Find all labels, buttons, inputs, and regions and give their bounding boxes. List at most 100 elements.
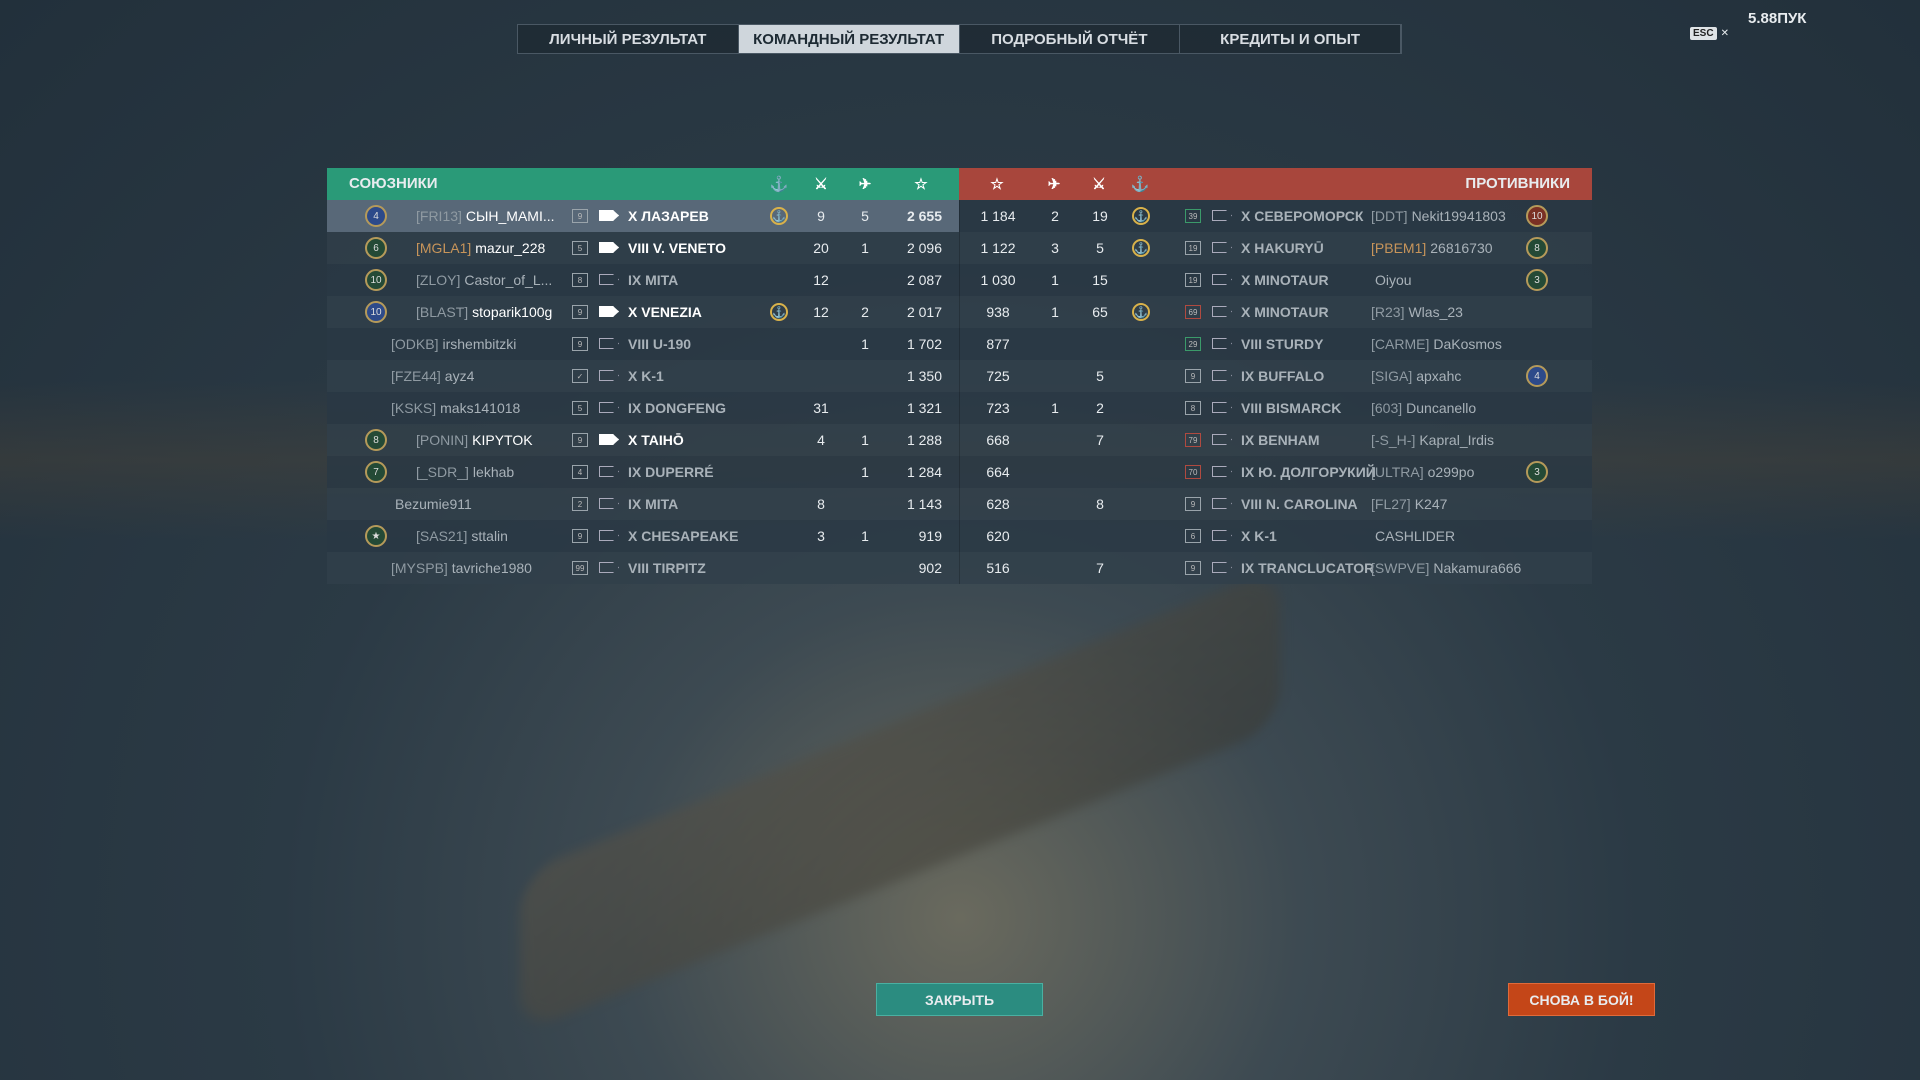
tier-box: 69 xyxy=(1185,305,1201,319)
ship-class-icon xyxy=(599,370,619,381)
tab-personal[interactable]: ЛИЧНЫЙ РЕЗУЛЬТАТ xyxy=(518,25,739,53)
kills-value: 4 xyxy=(817,432,825,448)
enemy-player-cell[interactable]: 1 184 2 19 ⚓ 39 X СЕВЕРОМОРСК [DDT] Nekit199418… xyxy=(959,200,1592,232)
player-name: [FRI13] СЫН_MAMI... xyxy=(416,208,555,224)
score-value: 668 xyxy=(986,432,1010,448)
tier-box: 9 xyxy=(572,305,588,319)
enemy-player-cell[interactable]: 1 122 3 5 ⚓ 19 X HAKURYŪ [PBEM1] 26816730 8 xyxy=(959,232,1592,264)
planes-value: 1 xyxy=(1051,304,1059,320)
player-name: [SAS21] sttalin xyxy=(416,528,508,544)
tab-credits-xp[interactable]: КРЕДИТЫ И ОПЫТ xyxy=(1180,25,1401,53)
player-name: [FZE44] ayz4 xyxy=(391,368,474,384)
ally-player-cell[interactable]: [ODKB] irshembitzki 9 VIII U-190 1 1 702 xyxy=(327,328,959,360)
player-name: [CARME] DaKosmos xyxy=(1371,336,1502,352)
rank-badge-icon: 10 xyxy=(365,301,387,323)
tier-box: 9 xyxy=(572,209,588,223)
table-row: 10 [BLAST] stoparik100g 9 X VENEZIA ⚓ 12 2 2 017… xyxy=(327,296,1592,328)
player-nickname: sttalin xyxy=(471,528,508,544)
ship-name: X СЕВЕРОМОРСК xyxy=(1241,208,1364,224)
kills-value: 8 xyxy=(1096,496,1104,512)
score-value: 2 087 xyxy=(906,272,942,288)
tier-box: 5 xyxy=(572,401,588,415)
tab-team[interactable]: КОМАНДНЫЙ РЕЗУЛЬТАТ xyxy=(738,25,960,53)
enemy-player-cell[interactable]: 938 1 65 ⚓ 69 X MINOTAUR [R23] Wlas_23 xyxy=(959,296,1592,328)
score-value: 1 284 xyxy=(906,464,942,480)
tier-box: 19 xyxy=(1185,273,1201,287)
esc-close-button[interactable]: ESC ✕ xyxy=(1690,27,1729,40)
tier-box: ✓ xyxy=(572,369,588,383)
planes-value: 3 xyxy=(1051,240,1059,256)
rank-badge-icon: 3 xyxy=(1526,269,1548,291)
enemies-header: ☆ ✈ ⚔ ⚓ ПРОТИВНИКИ xyxy=(959,168,1592,200)
kills-value: 7 xyxy=(1096,560,1104,576)
ally-player-cell[interactable]: ★ [SAS21] sttalin 9 X CHESAPEAKE 3 1 919 xyxy=(327,520,959,552)
clan-tag: [SAS21] xyxy=(416,528,468,544)
enemy-player-cell[interactable]: 628 8 9 VIII N. CAROLINA [FL27] K247 xyxy=(959,488,1592,520)
enemy-player-cell[interactable]: 668 7 79 IX BENHAM [-S_H-] Kapral_Irdis xyxy=(959,424,1592,456)
defender-anchor-icon: ⚓ xyxy=(1132,239,1150,257)
enemy-player-cell[interactable]: 723 1 2 8 VIII BISMARCK [603] Duncanello xyxy=(959,392,1592,424)
ally-player-cell[interactable]: 8 [PONIN] KIPYTOK 9 X TAIHŌ 4 1 1 288 xyxy=(327,424,959,456)
ship-name: X MINOTAUR xyxy=(1241,304,1329,320)
kills-value: 5 xyxy=(1096,240,1104,256)
player-name: [R23] Wlas_23 xyxy=(1371,304,1463,320)
tier-box: 70 xyxy=(1185,465,1201,479)
enemy-player-cell[interactable]: 620 6 X K-1 CASHLIDER xyxy=(959,520,1592,552)
player-nickname: ayz4 xyxy=(444,368,475,384)
ally-player-cell[interactable]: 4 [FRI13] СЫН_MAMI... 9 X ЛАЗАРЕВ ⚓ 9 5 2 655 xyxy=(327,200,959,232)
player-nickname: lekhab xyxy=(472,464,515,480)
ship-name: IX MITA xyxy=(628,272,679,288)
ally-player-cell[interactable]: [FZE44] ayz4 ✓ X K-1 1 350 xyxy=(327,360,959,392)
planes-value: 1 xyxy=(861,464,869,480)
clan-tag: [PBEM1] xyxy=(1371,240,1427,256)
player-name: Bezumie911 xyxy=(391,496,472,512)
ship-name: X VENEZIA xyxy=(628,304,702,320)
table-row: ★ [SAS21] sttalin 9 X CHESAPEAKE 3 1 919 620 6 X K… xyxy=(327,520,1592,552)
clan-tag: [R23] xyxy=(1371,304,1405,320)
ship-class-icon xyxy=(599,306,619,317)
rank-badge-icon: 3 xyxy=(1526,461,1548,483)
tab-detailed[interactable]: ПОДРОБНЫЙ ОТЧЁТ xyxy=(960,25,1181,53)
score-value: 2 096 xyxy=(906,240,942,256)
player-nickname: Oiyou xyxy=(1375,272,1412,288)
ally-player-cell[interactable]: [MYSPB] tavriche1980 99 VIII TIRPITZ 902 xyxy=(327,552,959,584)
battle-again-button[interactable]: СНОВА В БОЙ! xyxy=(1508,983,1655,1016)
table-row: 4 [FRI13] СЫН_MAMI... 9 X ЛАЗАРЕВ ⚓ 9 5 2 655 1 1… xyxy=(327,200,1592,232)
ally-player-cell[interactable]: [KSKS] maks141018 5 IX DONGFENG 31 1 321 xyxy=(327,392,959,424)
enemy-player-cell[interactable]: 877 29 VIII STURDY [CARME] DaKosmos xyxy=(959,328,1592,360)
ally-player-cell[interactable]: 7 [_SDR_] lekhab 4 IX DUPERRÉ 1 1 284 xyxy=(327,456,959,488)
background-ship xyxy=(520,566,1280,1034)
player-nickname: CASHLIDER xyxy=(1375,528,1456,544)
score-value: 938 xyxy=(986,304,1010,320)
clan-tag: [DDT] xyxy=(1371,208,1408,224)
enemy-player-cell[interactable]: 516 7 9 IX TRANCLUCATOR [SWPVE] Nakamura666 xyxy=(959,552,1592,584)
planes-value: 2 xyxy=(861,304,869,320)
score-value: 919 xyxy=(918,528,942,544)
score-value: 1 288 xyxy=(906,432,942,448)
ally-player-cell[interactable]: 6 [MGLA1] mazur_228 5 VIII V. VENETO 20 1 2 096 xyxy=(327,232,959,264)
player-name: [SWPVE] Nakamura666 xyxy=(1371,560,1521,576)
score-value: 516 xyxy=(986,560,1010,576)
clan-tag: [MGLA1] xyxy=(416,240,472,256)
table-row: 8 [PONIN] KIPYTOK 9 X TAIHŌ 4 1 1 288 668 7 79 IX B… xyxy=(327,424,1592,456)
enemies-title: ПРОТИВНИКИ xyxy=(1465,175,1570,192)
esc-key: ESC xyxy=(1690,27,1717,40)
player-nickname: DaKosmos xyxy=(1433,336,1502,352)
player-name: [MYSPB] tavriche1980 xyxy=(391,560,532,576)
ship-class-icon xyxy=(1212,210,1232,221)
clan-tag: [MYSPB] xyxy=(391,560,448,576)
ally-player-cell[interactable]: Bezumie911 2 IX MITA 8 1 143 xyxy=(327,488,959,520)
score-value: 620 xyxy=(986,528,1010,544)
player-nickname: Duncanello xyxy=(1406,400,1477,416)
rank-badge-icon: ★ xyxy=(365,525,387,547)
player-name: [ULTRA] o299po xyxy=(1371,464,1474,480)
ally-player-cell[interactable]: 10 [ZLOY] Castor_of_L... 8 IX MITA 12 2 087 xyxy=(327,264,959,296)
ally-player-cell[interactable]: 10 [BLAST] stoparik100g 9 X VENEZIA ⚓ 12 2 2 017 xyxy=(327,296,959,328)
player-nickname: Wlas_23 xyxy=(1408,304,1463,320)
tier-box: 8 xyxy=(572,273,588,287)
player-label: 5.88ПУК xyxy=(1748,10,1807,27)
enemy-player-cell[interactable]: 664 70 IX Ю. ДОЛГОРУКИЙ [ULTRA] o299po 3 xyxy=(959,456,1592,488)
close-button[interactable]: ЗАКРЫТЬ xyxy=(876,983,1043,1016)
enemy-player-cell[interactable]: 725 5 9 IX BUFFALO [SIGA] apxahc 4 xyxy=(959,360,1592,392)
enemy-player-cell[interactable]: 1 030 1 15 19 X MINOTAUR Oiyou 3 xyxy=(959,264,1592,296)
